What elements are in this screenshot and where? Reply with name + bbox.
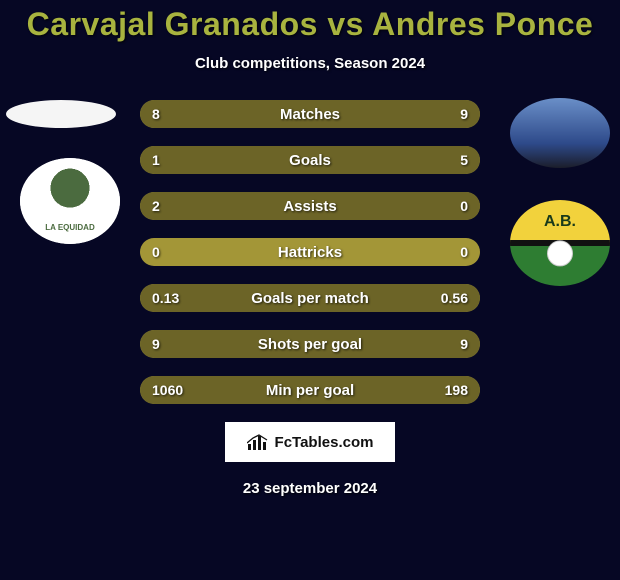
player2-avatar: [510, 98, 610, 168]
stat-row: Shots per goal9 9: [140, 330, 480, 358]
footer-date: 23 september 2024: [0, 480, 620, 497]
stat-value-left: 8: [152, 100, 160, 128]
player1-avatar: [6, 100, 116, 128]
stat-label: Min per goal: [140, 376, 480, 404]
stat-value-right: 0: [460, 192, 468, 220]
site-logo-text: FcTables.com: [275, 434, 374, 451]
stat-row: Goals1 5: [140, 146, 480, 174]
header: Carvajal Granados vs Andres Ponce Club c…: [0, 0, 620, 72]
stat-row: Matches8 9: [140, 100, 480, 128]
stat-label: Matches: [140, 100, 480, 128]
stat-value-right: 5: [460, 146, 468, 174]
page-title: Carvajal Granados vs Andres Ponce: [0, 6, 620, 43]
stat-label: Hattricks: [140, 238, 480, 266]
stat-row: Min per goal1060 198: [140, 376, 480, 404]
stat-value-left: 1060: [152, 376, 183, 404]
stat-value-right: 0.56: [441, 284, 468, 312]
bar-chart-icon: [247, 433, 269, 451]
stat-label: Goals: [140, 146, 480, 174]
stat-bars: Matches89Goals15Assists20Hattricks00Goal…: [140, 100, 480, 404]
stat-row: Goals per match0.13 0.56: [140, 284, 480, 312]
player1-club-crest: LA EQUIDAD: [20, 158, 120, 244]
stat-label: Assists: [140, 192, 480, 220]
stat-value-left: 9: [152, 330, 160, 358]
comparison-content: LA EQUIDAD A.B. Matches8 9 Goals1 5 Assists2…: [0, 100, 620, 404]
stat-value-right: 0: [460, 238, 468, 266]
stat-value-right: 198: [445, 376, 468, 404]
player2-club-crest: A.B.: [510, 200, 610, 286]
page-subtitle: Club competitions, Season 2024: [0, 55, 620, 72]
stat-value-left: 2: [152, 192, 160, 220]
stat-row: Hattricks0 0: [140, 238, 480, 266]
stat-value-left: 0.13: [152, 284, 179, 312]
stat-label: Goals per match: [140, 284, 480, 312]
crest-p2-label: A.B.: [510, 200, 610, 243]
stat-value-left: 1: [152, 146, 160, 174]
stat-label: Shots per goal: [140, 330, 480, 358]
site-logo[interactable]: FcTables.com: [225, 422, 395, 462]
stat-value-left: 0: [152, 238, 160, 266]
stat-value-right: 9: [460, 100, 468, 128]
crest-p1-label: LA EQUIDAD: [20, 158, 120, 244]
crest-p2-shield: A.B.: [510, 200, 610, 286]
stat-row: Assists2 0: [140, 192, 480, 220]
stat-value-right: 9: [460, 330, 468, 358]
